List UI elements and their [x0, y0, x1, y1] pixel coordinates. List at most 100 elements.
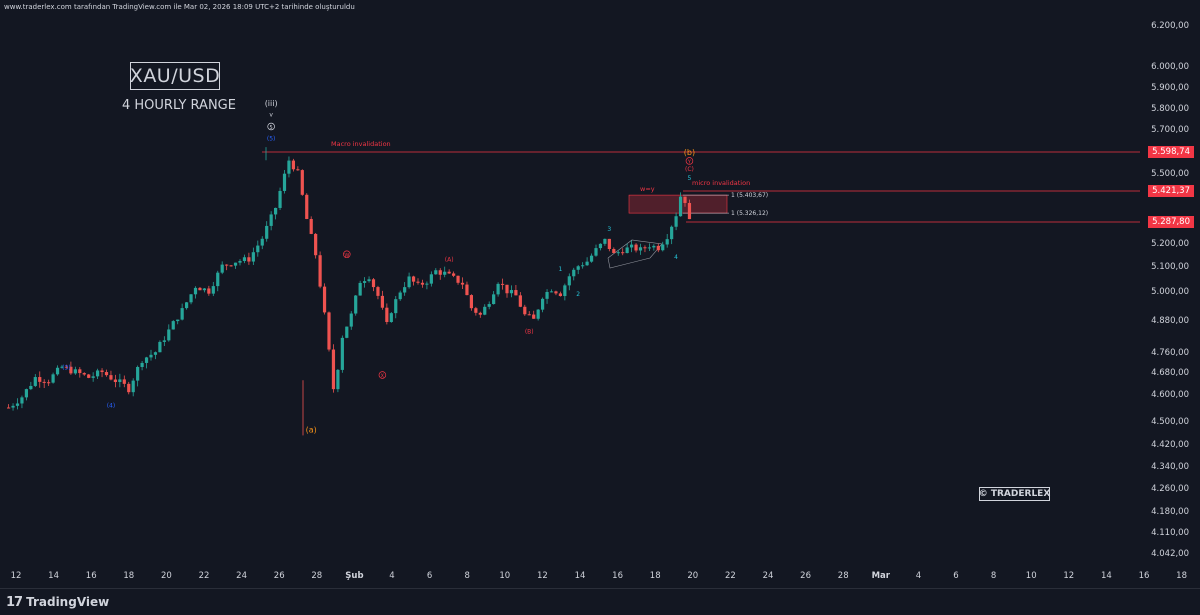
candle-body — [621, 252, 625, 254]
candle-body — [220, 264, 224, 273]
triangle-pattern — [607, 239, 663, 269]
candle-body — [287, 160, 291, 174]
wave-label: X — [381, 374, 385, 380]
invalidation-level-label: Macro invalidation — [331, 140, 391, 148]
candle-body — [233, 262, 238, 266]
candle-body — [474, 308, 478, 313]
wave-label: (b) — [684, 148, 695, 157]
candle-body — [24, 389, 28, 398]
y-axis-tick-label: 5.100,00 — [1151, 262, 1189, 272]
x-axis-tick-label: 8 — [991, 571, 996, 581]
candle-body — [465, 284, 469, 296]
candle-body — [144, 357, 149, 363]
y-axis-tick-label: 4.180,00 — [1151, 507, 1189, 517]
candle-body — [603, 238, 607, 244]
candle-body — [305, 194, 309, 219]
candle-body — [11, 405, 15, 408]
candle-body — [29, 385, 33, 390]
candle-body — [336, 369, 340, 390]
y-axis-tick-label: 5.500,00 — [1151, 169, 1189, 179]
candle-body — [678, 196, 683, 217]
wave-label: 5 — [688, 175, 692, 182]
candle-body — [7, 407, 11, 409]
candle-body — [558, 293, 562, 297]
candle-body — [567, 276, 571, 286]
wave-label: 4 — [674, 254, 678, 261]
candle-body — [247, 257, 251, 262]
wave-label: 1 — [558, 266, 562, 273]
candle-body — [656, 245, 660, 251]
candle-body — [42, 381, 46, 383]
y-axis-tick-label: 5.800,00 — [1151, 104, 1189, 114]
candle-body — [638, 247, 643, 251]
candle-body — [447, 271, 451, 274]
x-axis-tick-label: 12 — [11, 571, 22, 581]
candle-body — [149, 354, 153, 358]
x-axis-tick-label: 10 — [1026, 571, 1037, 581]
candle-body — [331, 349, 336, 390]
candle-body — [594, 248, 598, 256]
candle-body — [340, 337, 344, 370]
wave-label-circle — [685, 157, 694, 165]
y-axis-tick-label: 4.110,00 — [1151, 528, 1189, 538]
candle-body — [158, 341, 162, 353]
wave-label-circle — [378, 371, 387, 379]
y-axis-tick-label: 4.340,00 — [1151, 462, 1189, 472]
candle-body — [358, 282, 362, 296]
candle-body — [238, 261, 242, 263]
candle-body — [518, 295, 522, 307]
candle-body — [256, 245, 260, 253]
candle-body — [291, 160, 295, 170]
candle-body — [282, 173, 287, 191]
candle-body — [443, 271, 447, 275]
candle-body — [661, 244, 665, 251]
x-axis-tick-label: 4 — [916, 571, 921, 581]
timeframe-label: 4 HOURLY RANGE — [122, 98, 236, 113]
candle-body — [122, 379, 126, 384]
candle-body — [185, 302, 189, 309]
candle-body — [647, 247, 651, 249]
candle-body — [327, 312, 331, 350]
candle-body — [514, 290, 518, 296]
candle-body — [309, 218, 313, 234]
candle-body — [87, 374, 91, 378]
candle-body — [47, 382, 51, 384]
candle-body — [127, 383, 131, 393]
wave-label: (B) — [525, 328, 534, 335]
candle-body — [634, 244, 638, 251]
x-axis-tick-label: 16 — [612, 571, 623, 581]
candle-body — [109, 375, 113, 380]
tradingview-brand-name: TradingView — [26, 595, 110, 609]
candle-body — [153, 352, 158, 355]
candle-body — [505, 284, 509, 294]
candle-body — [242, 257, 247, 262]
candle-body — [532, 314, 536, 319]
candle-body — [380, 295, 384, 308]
wave-label: (A) — [445, 256, 454, 263]
candle-body — [585, 261, 589, 266]
y-axis-tick-label: 6.000,00 — [1151, 62, 1189, 72]
tradingview-brand[interactable]: 17 TradingView — [6, 595, 109, 610]
wave-label: (iii) — [265, 99, 278, 108]
candle-body — [189, 294, 193, 303]
candle-body — [314, 233, 318, 256]
candle-body — [576, 266, 580, 270]
candle-body — [398, 292, 402, 300]
candle-body — [500, 283, 505, 285]
candle-body — [652, 245, 656, 248]
candle-body — [64, 366, 69, 368]
candle-body — [260, 238, 264, 246]
wave-label: (3) — [62, 365, 71, 372]
x-axis-tick-label: 6 — [953, 571, 958, 581]
x-axis-tick-label: 8 — [464, 571, 469, 581]
x-axis-tick-label: 28 — [311, 571, 322, 581]
candle-body — [136, 367, 140, 381]
candle-body — [176, 319, 180, 322]
x-axis-tick-label: 14 — [48, 571, 59, 581]
candle-body — [509, 290, 514, 294]
fib-label: 1 (5.326,12) — [731, 210, 768, 217]
candle-body — [403, 287, 407, 293]
candle-body — [51, 374, 55, 383]
